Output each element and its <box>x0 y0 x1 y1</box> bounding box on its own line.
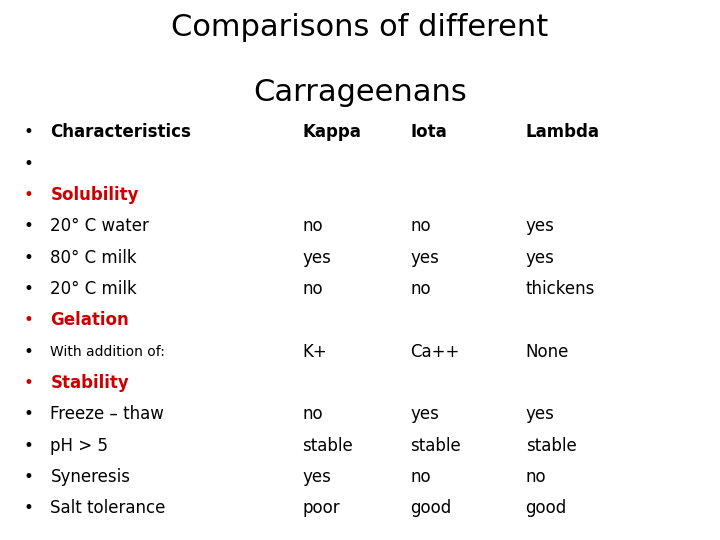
Text: no: no <box>302 280 323 298</box>
Text: thickens: thickens <box>526 280 595 298</box>
Text: •: • <box>24 405 34 423</box>
Text: •: • <box>24 374 34 392</box>
Text: Characteristics: Characteristics <box>50 123 192 141</box>
Text: 20° C water: 20° C water <box>50 217 149 235</box>
Text: 80° C milk: 80° C milk <box>50 248 137 267</box>
Text: •: • <box>24 342 34 361</box>
Text: good: good <box>410 499 451 517</box>
Text: Gelation: Gelation <box>50 311 129 329</box>
Text: •: • <box>24 186 34 204</box>
Text: Freeze – thaw: Freeze – thaw <box>50 405 164 423</box>
Text: yes: yes <box>410 248 439 267</box>
Text: Iota: Iota <box>410 123 447 141</box>
Text: yes: yes <box>526 405 554 423</box>
Text: stable: stable <box>526 436 576 455</box>
Text: Ca++: Ca++ <box>410 342 460 361</box>
Text: yes: yes <box>526 248 554 267</box>
Text: •: • <box>24 436 34 455</box>
Text: yes: yes <box>410 405 439 423</box>
Text: yes: yes <box>302 248 331 267</box>
Text: 20° C milk: 20° C milk <box>50 280 137 298</box>
Text: no: no <box>302 217 323 235</box>
Text: Comparisons of different: Comparisons of different <box>171 14 549 43</box>
Text: pH > 5: pH > 5 <box>50 436 109 455</box>
Text: Lambda: Lambda <box>526 123 600 141</box>
Text: good: good <box>526 499 567 517</box>
Text: K+: K+ <box>302 342 327 361</box>
Text: •: • <box>24 217 34 235</box>
Text: yes: yes <box>526 217 554 235</box>
Text: With addition of:: With addition of: <box>50 345 166 359</box>
Text: •: • <box>24 468 34 486</box>
Text: stable: stable <box>410 436 461 455</box>
Text: yes: yes <box>302 468 331 486</box>
Text: Carrageenans: Carrageenans <box>253 78 467 107</box>
Text: Syneresis: Syneresis <box>50 468 130 486</box>
Text: •: • <box>24 311 34 329</box>
Text: •: • <box>24 280 34 298</box>
Text: no: no <box>526 468 546 486</box>
Text: •: • <box>24 154 34 173</box>
Text: •: • <box>24 123 34 141</box>
Text: no: no <box>410 468 431 486</box>
Text: stable: stable <box>302 436 353 455</box>
Text: •: • <box>24 499 34 517</box>
Text: Kappa: Kappa <box>302 123 361 141</box>
Text: Solubility: Solubility <box>50 186 139 204</box>
Text: None: None <box>526 342 569 361</box>
Text: Stability: Stability <box>50 374 129 392</box>
Text: poor: poor <box>302 499 340 517</box>
Text: no: no <box>302 405 323 423</box>
Text: no: no <box>410 280 431 298</box>
Text: Salt tolerance: Salt tolerance <box>50 499 166 517</box>
Text: •: • <box>24 248 34 267</box>
Text: no: no <box>410 217 431 235</box>
